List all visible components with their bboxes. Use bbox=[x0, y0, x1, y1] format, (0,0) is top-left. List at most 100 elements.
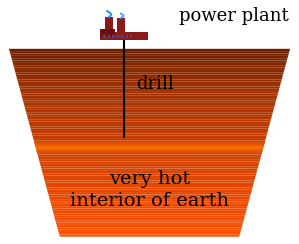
PathPatch shape bbox=[27, 114, 272, 117]
PathPatch shape bbox=[31, 131, 268, 133]
PathPatch shape bbox=[22, 98, 277, 101]
PathPatch shape bbox=[52, 208, 247, 211]
PathPatch shape bbox=[10, 53, 289, 56]
Bar bbox=[126, 35, 128, 38]
PathPatch shape bbox=[59, 232, 240, 234]
PathPatch shape bbox=[9, 49, 290, 51]
PathPatch shape bbox=[48, 192, 251, 194]
PathPatch shape bbox=[54, 213, 245, 215]
FancyBboxPatch shape bbox=[117, 18, 125, 32]
PathPatch shape bbox=[13, 65, 286, 68]
PathPatch shape bbox=[36, 147, 263, 148]
PathPatch shape bbox=[57, 227, 242, 230]
PathPatch shape bbox=[46, 187, 253, 190]
PathPatch shape bbox=[51, 204, 248, 206]
PathPatch shape bbox=[57, 225, 242, 227]
PathPatch shape bbox=[19, 86, 280, 89]
PathPatch shape bbox=[17, 79, 282, 82]
PathPatch shape bbox=[34, 140, 265, 143]
PathPatch shape bbox=[46, 185, 253, 187]
PathPatch shape bbox=[15, 70, 284, 72]
PathPatch shape bbox=[45, 180, 254, 183]
PathPatch shape bbox=[10, 51, 289, 53]
PathPatch shape bbox=[51, 206, 248, 208]
PathPatch shape bbox=[30, 129, 269, 131]
Bar bbox=[100, 29, 115, 37]
PathPatch shape bbox=[35, 145, 264, 146]
PathPatch shape bbox=[38, 154, 261, 157]
PathPatch shape bbox=[43, 176, 256, 178]
PathPatch shape bbox=[37, 152, 262, 154]
PathPatch shape bbox=[50, 202, 249, 204]
PathPatch shape bbox=[26, 112, 273, 114]
PathPatch shape bbox=[35, 144, 264, 145]
PathPatch shape bbox=[43, 173, 256, 176]
PathPatch shape bbox=[34, 142, 265, 143]
PathPatch shape bbox=[56, 223, 243, 225]
PathPatch shape bbox=[16, 77, 282, 79]
Bar bbox=[112, 35, 115, 38]
PathPatch shape bbox=[55, 220, 244, 223]
PathPatch shape bbox=[38, 157, 261, 159]
PathPatch shape bbox=[29, 122, 270, 124]
Bar bbox=[103, 35, 106, 38]
Text: very hot: very hot bbox=[109, 170, 190, 188]
PathPatch shape bbox=[22, 96, 277, 98]
PathPatch shape bbox=[41, 169, 258, 171]
PathPatch shape bbox=[48, 194, 251, 197]
PathPatch shape bbox=[29, 124, 270, 126]
PathPatch shape bbox=[28, 119, 271, 122]
PathPatch shape bbox=[33, 138, 266, 140]
PathPatch shape bbox=[23, 101, 276, 103]
PathPatch shape bbox=[58, 230, 241, 232]
PathPatch shape bbox=[21, 93, 278, 96]
PathPatch shape bbox=[11, 58, 287, 61]
PathPatch shape bbox=[36, 148, 263, 149]
PathPatch shape bbox=[25, 110, 274, 112]
PathPatch shape bbox=[35, 146, 264, 147]
PathPatch shape bbox=[53, 211, 246, 213]
Text: interior of earth: interior of earth bbox=[70, 192, 229, 210]
PathPatch shape bbox=[20, 91, 279, 93]
PathPatch shape bbox=[34, 143, 265, 145]
PathPatch shape bbox=[37, 152, 262, 153]
PathPatch shape bbox=[25, 108, 274, 110]
PathPatch shape bbox=[50, 199, 249, 202]
PathPatch shape bbox=[47, 190, 252, 192]
PathPatch shape bbox=[16, 75, 283, 77]
PathPatch shape bbox=[45, 183, 254, 185]
Bar bbox=[108, 35, 110, 38]
PathPatch shape bbox=[41, 166, 258, 169]
PathPatch shape bbox=[14, 68, 285, 70]
PathPatch shape bbox=[19, 84, 280, 86]
PathPatch shape bbox=[37, 151, 262, 152]
FancyBboxPatch shape bbox=[105, 17, 113, 33]
PathPatch shape bbox=[55, 218, 244, 220]
Bar bbox=[130, 35, 132, 38]
PathPatch shape bbox=[32, 133, 267, 136]
Text: drill: drill bbox=[136, 75, 174, 93]
PathPatch shape bbox=[24, 105, 275, 108]
PathPatch shape bbox=[36, 150, 263, 151]
PathPatch shape bbox=[34, 143, 265, 144]
PathPatch shape bbox=[36, 147, 263, 150]
PathPatch shape bbox=[33, 136, 266, 138]
PathPatch shape bbox=[24, 103, 275, 105]
PathPatch shape bbox=[39, 159, 260, 162]
PathPatch shape bbox=[40, 164, 259, 166]
PathPatch shape bbox=[11, 56, 288, 58]
PathPatch shape bbox=[13, 63, 286, 65]
PathPatch shape bbox=[28, 117, 271, 119]
PathPatch shape bbox=[39, 162, 260, 164]
PathPatch shape bbox=[18, 82, 281, 84]
PathPatch shape bbox=[20, 89, 279, 91]
Text: power plant: power plant bbox=[179, 7, 289, 25]
PathPatch shape bbox=[42, 171, 257, 173]
PathPatch shape bbox=[35, 145, 264, 147]
PathPatch shape bbox=[59, 234, 240, 237]
Bar bbox=[100, 32, 148, 40]
PathPatch shape bbox=[54, 215, 245, 218]
PathPatch shape bbox=[15, 72, 284, 75]
PathPatch shape bbox=[30, 126, 269, 129]
PathPatch shape bbox=[36, 150, 263, 152]
